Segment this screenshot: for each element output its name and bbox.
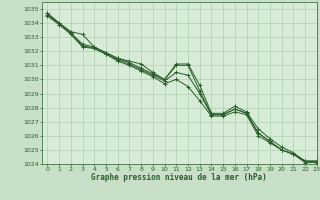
X-axis label: Graphe pression niveau de la mer (hPa): Graphe pression niveau de la mer (hPa) [91,173,267,182]
